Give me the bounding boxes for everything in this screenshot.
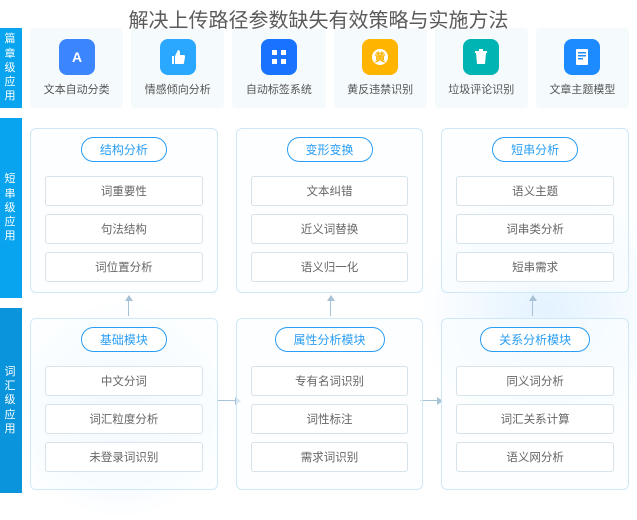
module-item: 未登录词识别 [45,442,203,472]
feature-label: 情感倾向分析 [145,81,211,97]
document-icon [564,39,600,75]
module-item: 专有名词识别 [251,366,409,396]
feature-text-classification: A 文本自动分类 [30,28,123,108]
feature-row: A 文本自动分类 情感倾向分析 自动标签系统 黄 黄反违禁识别 垃圾评论识别 文… [30,28,629,108]
module-item: 语义归一化 [251,252,409,282]
page-title: 解决上传路径参数缺失有效策略与实施方法 [0,4,637,33]
grid-icon [261,39,297,75]
module-item: 词重要性 [45,176,203,206]
module-item: 词汇关系计算 [456,404,614,434]
feature-label: 文本自动分类 [44,81,110,97]
module-structure-analysis: 结构分析 词重要性 句法结构 词位置分析 [30,128,218,293]
module-head: 基础模块 [81,327,167,352]
arrow-icon [532,296,533,316]
module-item: 词位置分析 [45,252,203,282]
module-item: 词串类分析 [456,214,614,244]
arrow-icon [128,296,129,316]
sidebar-short-string-level: 短串级应用 [0,118,22,298]
feature-label: 垃圾评论识别 [448,81,514,97]
feature-label: 自动标签系统 [246,81,312,97]
module-short-string-analysis: 短串分析 语义主题 词串类分析 短串需求 [441,128,629,293]
feature-topic-model: 文章主题模型 [536,28,629,108]
module-item: 近义词替换 [251,214,409,244]
module-item: 语义主题 [456,176,614,206]
module-item: 文本纠错 [251,176,409,206]
arrow-icon [330,296,331,316]
module-head: 属性分析模块 [275,327,385,352]
feature-spam-detection: 垃圾评论识别 [435,28,528,108]
bot-row: 基础模块 中文分词 词汇粒度分析 未登录词识别 属性分析模块 专有名词识别 词性… [30,318,629,490]
sidebar-lexical-level: 词汇级应用 [0,308,22,493]
feature-auto-tagging: 自动标签系统 [232,28,325,108]
module-head: 变形变换 [287,137,373,162]
svg-text:A: A [72,49,82,65]
sidebar-label: 词汇级应用 [4,365,18,436]
module-item: 同义词分析 [456,366,614,396]
trash-icon [463,39,499,75]
mid-row: 结构分析 词重要性 句法结构 词位置分析 变形变换 文本纠错 近义词替换 语义归… [30,128,629,293]
module-attribute-analysis: 属性分析模块 专有名词识别 词性标注 需求词识别 [236,318,424,490]
svg-text:黄: 黄 [375,50,386,64]
sidebar-label: 篇章级应用 [4,32,18,103]
module-item: 句法结构 [45,214,203,244]
letter-a-icon: A [59,39,95,75]
module-head: 结构分析 [81,137,167,162]
module-transformation: 变形变换 文本纠错 近义词替换 语义归一化 [236,128,424,293]
feature-sentiment-analysis: 情感倾向分析 [131,28,224,108]
feature-label: 黄反违禁识别 [347,81,413,97]
feature-label: 文章主题模型 [549,81,615,97]
module-head: 短串分析 [492,137,578,162]
module-relation-analysis: 关系分析模块 同义词分析 词汇关系计算 语义网分析 [441,318,629,490]
module-head: 关系分析模块 [480,327,590,352]
module-item: 语义网分析 [456,442,614,472]
module-item: 词汇粒度分析 [45,404,203,434]
module-item: 词性标注 [251,404,409,434]
module-item: 需求词识别 [251,442,409,472]
thumbs-up-icon [160,39,196,75]
module-foundation: 基础模块 中文分词 词汇粒度分析 未登录词识别 [30,318,218,490]
sidebar-label: 短串级应用 [4,172,18,243]
module-item: 中文分词 [45,366,203,396]
sidebar-article-level: 篇章级应用 [0,28,22,108]
feature-prohibited-detection: 黄 黄反违禁识别 [334,28,427,108]
module-item: 短串需求 [456,252,614,282]
warning-icon: 黄 [362,39,398,75]
